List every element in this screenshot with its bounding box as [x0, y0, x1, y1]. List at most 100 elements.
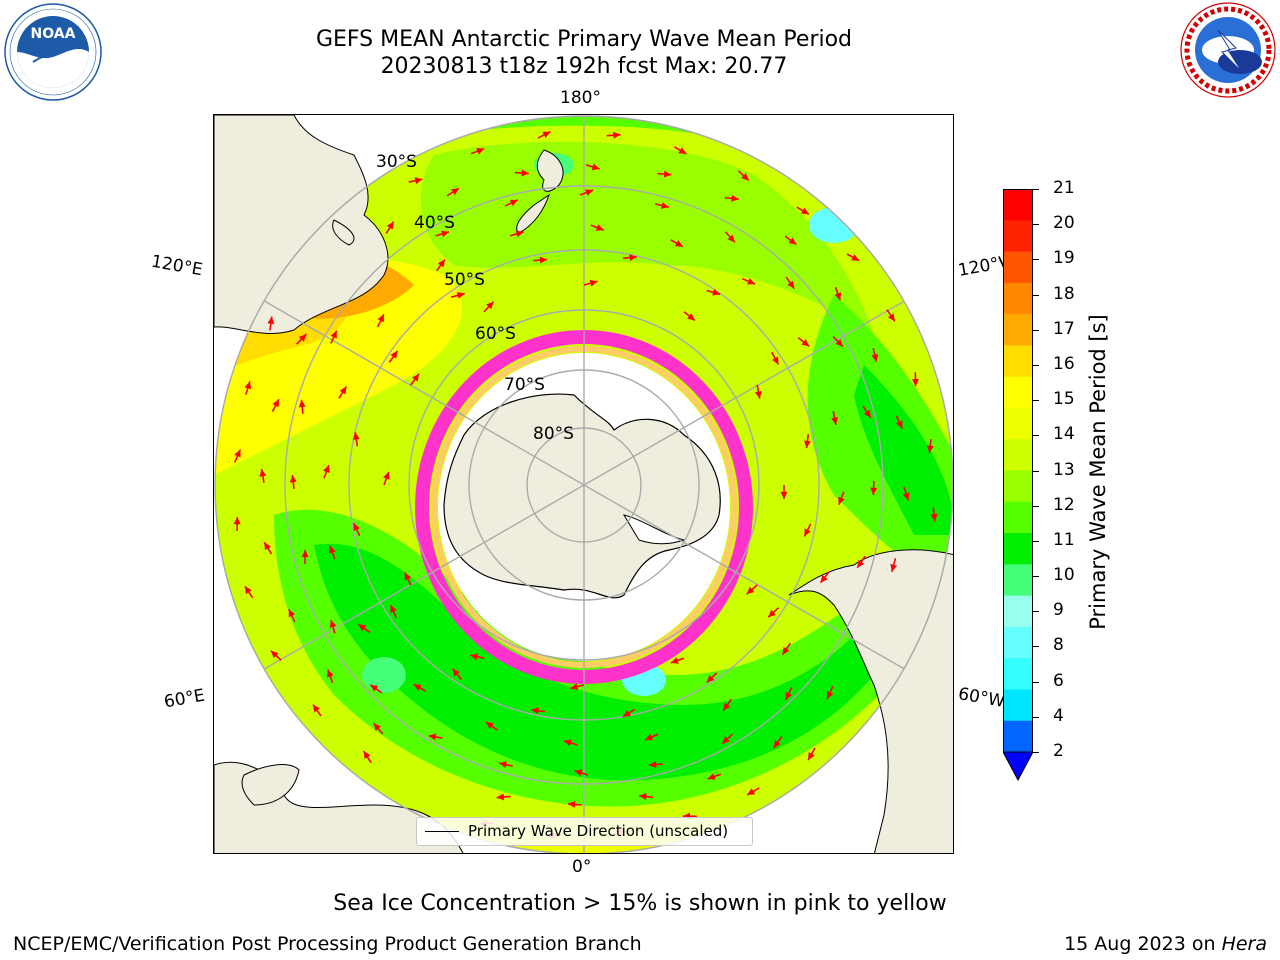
- colorbar-segment: [1003, 251, 1033, 284]
- wave-arrow-head: [773, 740, 781, 748]
- wave-arrow-head: [363, 751, 371, 759]
- wave-arrow-head: [674, 240, 683, 247]
- wave-arrow-head: [926, 445, 934, 453]
- wave-arrow-head: [521, 169, 529, 177]
- colorbar-tick-label: 12: [1053, 494, 1075, 515]
- wave-arrow-head: [470, 653, 479, 661]
- lat-label-60s: 60°S: [475, 324, 516, 344]
- wave-arrow-head: [585, 189, 594, 196]
- colorbar-tick-mark: [1033, 400, 1039, 402]
- colorbar-tick-mark: [1033, 540, 1039, 542]
- colorbar-outline: [1003, 189, 1033, 753]
- colorbar-tick-mark: [1033, 189, 1039, 190]
- colorbar-tick-mark: [1033, 716, 1039, 718]
- lat-label-70s: 70°S: [504, 375, 545, 395]
- colorbar-segment: [1003, 689, 1033, 722]
- wave-arrow-head: [670, 657, 679, 664]
- wave-arrow-head: [831, 417, 839, 425]
- colorbar-segment: [1003, 470, 1033, 503]
- lon-label-180: 180°: [560, 88, 601, 108]
- colorbar-tick-mark: [1033, 470, 1039, 472]
- wave-arrow-head: [312, 704, 320, 713]
- wave-arrow-head: [539, 256, 548, 264]
- nws-logo: [1180, 2, 1276, 98]
- wave-arrow-head: [589, 279, 598, 287]
- wave-arrow-head: [863, 409, 871, 418]
- wave-arrow-head: [267, 316, 275, 325]
- wave-arrow-head: [570, 683, 579, 690]
- colorbar-tick-mark: [1033, 752, 1039, 753]
- colorbar-tick-label: 20: [1053, 213, 1075, 234]
- colorbar-tick-label: 6: [1053, 670, 1064, 691]
- lon-label-0: 0°: [572, 857, 592, 877]
- colorbar: [1003, 189, 1033, 781]
- wave-arrow-head: [412, 373, 420, 382]
- colorbar-segment: [1003, 189, 1033, 221]
- wave-arrow-head: [329, 545, 336, 554]
- wave-arrow-head: [902, 492, 910, 501]
- wave-arrow-head: [771, 356, 779, 365]
- wave-arrow-head: [782, 646, 790, 655]
- wave-arrow-head: [437, 259, 445, 268]
- wave-arrow-head: [329, 619, 337, 628]
- wave-arrow-head: [390, 350, 398, 359]
- wave-arrow-head: [871, 353, 879, 362]
- wave-arrow-head: [731, 194, 739, 202]
- wave-arrow-head: [808, 752, 815, 761]
- wave-arrow-head: [289, 475, 297, 483]
- wave-arrow-head: [298, 334, 307, 342]
- colorbar-tick-mark: [1033, 259, 1039, 261]
- colorbar-tick-mark: [1033, 681, 1039, 683]
- lat-label-40s: 40°S: [414, 213, 455, 233]
- colorbar-tick-mark: [1033, 576, 1039, 578]
- colorbar-segment: [1003, 314, 1033, 346]
- wave-arrow-head: [272, 399, 279, 408]
- wave-arrow-head: [404, 572, 411, 581]
- colorbar-segment: [1003, 407, 1033, 440]
- colorbar-tick-mark: [1033, 224, 1039, 226]
- wave-arrow-head: [330, 330, 337, 339]
- wave-arrow-head: [353, 523, 360, 532]
- wave-arrow-head: [234, 449, 241, 458]
- footer-date-text: 15 Aug 2023 on: [1064, 933, 1222, 955]
- wave-arrow-head: [747, 278, 756, 285]
- wave-arrow-head: [787, 280, 795, 289]
- colorbar-segment: [1003, 720, 1033, 753]
- wave-arrow-head: [838, 496, 845, 505]
- wave-arrow-head: [788, 237, 797, 245]
- colorbar-segment: [1003, 533, 1033, 565]
- colorbar-tick-label: 8: [1053, 635, 1064, 656]
- colorbar-segment: [1003, 345, 1033, 378]
- wave-arrow-head: [746, 586, 755, 595]
- wave-arrow-head: [542, 131, 551, 138]
- sea-ice-note: Sea Ice Concentration > 15% is shown in …: [333, 891, 947, 916]
- wave-arrow-head: [613, 131, 621, 139]
- map-subtitle: 20230813 t18z 192h fcst Max: 20.77: [380, 54, 788, 79]
- colorbar-tick-label: 11: [1053, 529, 1075, 550]
- wave-arrow-head: [722, 736, 730, 744]
- wave-arrow-head: [804, 440, 811, 449]
- colorbar-segment: [1003, 376, 1033, 409]
- lon-label-120e: 120°E: [149, 251, 205, 281]
- colorbar-segment: [1003, 595, 1033, 628]
- colorbar-segment: [1003, 564, 1033, 597]
- wave-arrow-head: [383, 471, 390, 480]
- wave-arrow-head: [820, 574, 828, 583]
- wave-arrow-head: [706, 675, 715, 683]
- wave-arrow-head: [515, 230, 524, 238]
- wave-arrow-head: [629, 254, 637, 262]
- wave-arrow-head: [857, 559, 865, 568]
- wave-arrow-head: [804, 528, 811, 537]
- colorbar-tick-label: 4: [1053, 705, 1064, 726]
- svg-text:NOAA: NOAA: [31, 26, 76, 42]
- wave-arrow-head: [595, 224, 604, 231]
- wave-arrow-head: [687, 313, 695, 321]
- wave-arrow-head: [826, 691, 834, 700]
- colorbar-tick-label: 15: [1053, 389, 1075, 410]
- wave-arrow-head: [414, 177, 423, 185]
- colorbar-tick-mark: [1033, 646, 1039, 648]
- wave-arrow-head: [727, 234, 735, 243]
- wave-arrow-head: [288, 609, 296, 618]
- wave-arrow-head: [441, 230, 450, 238]
- wave-direction-arrows: [233, 130, 938, 839]
